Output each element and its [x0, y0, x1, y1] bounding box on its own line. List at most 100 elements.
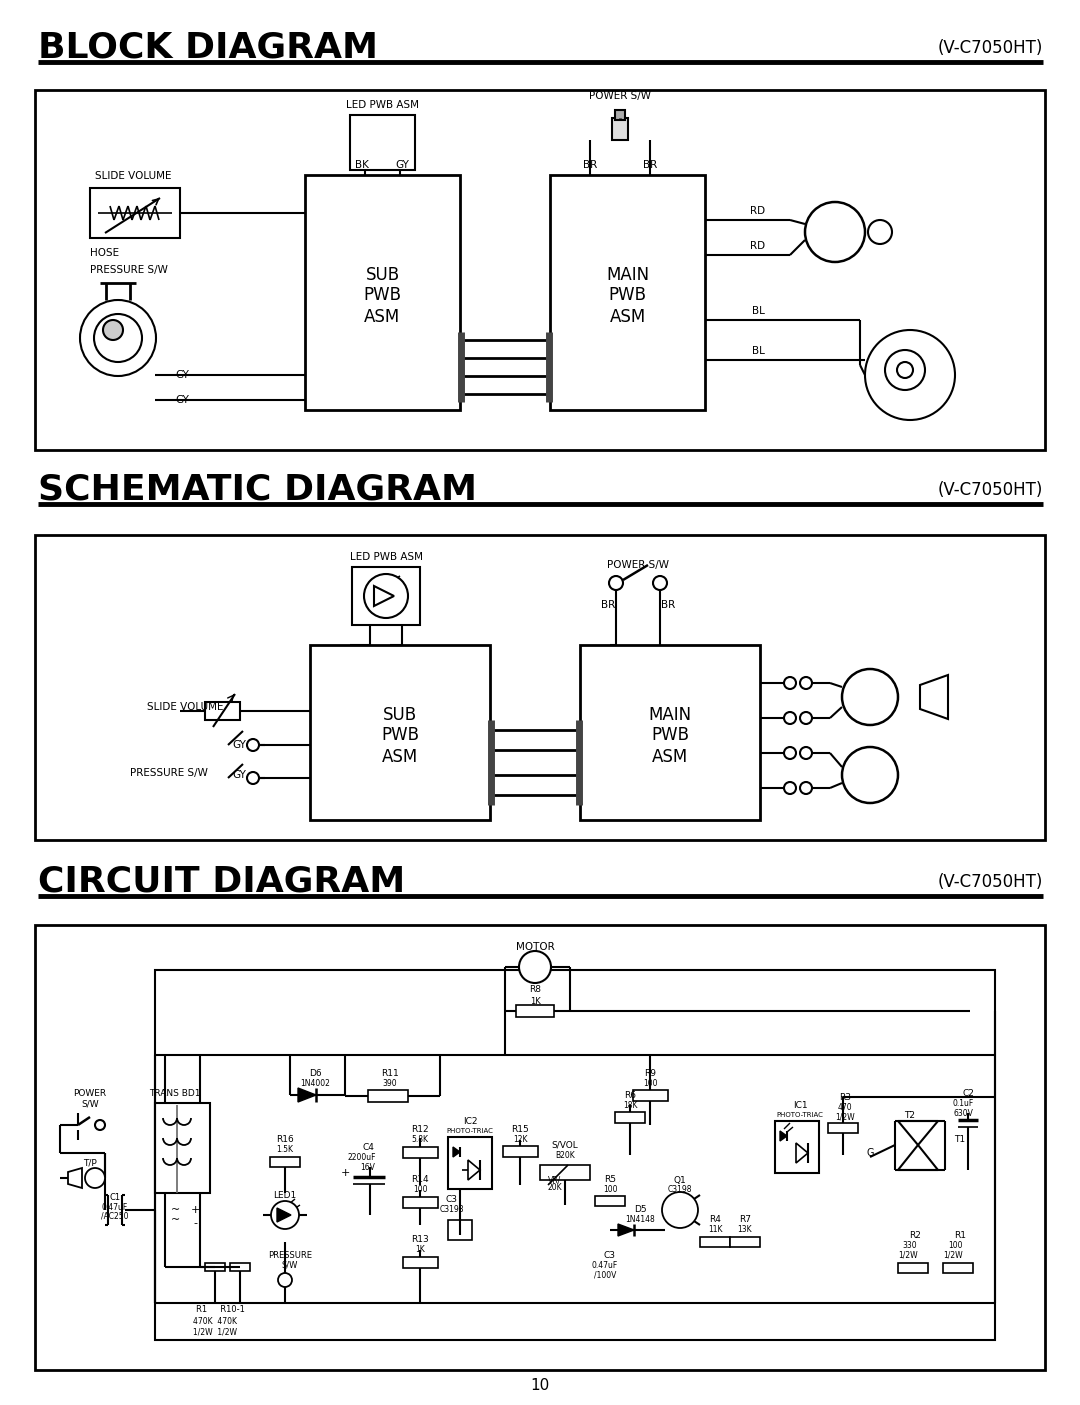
- Text: R16: R16: [276, 1135, 294, 1145]
- Bar: [350, 115, 415, 170]
- Bar: [775, 1121, 819, 1173]
- Bar: [595, 1196, 625, 1205]
- Text: /AC250: /AC250: [102, 1211, 129, 1221]
- Text: 470K  470K: 470K 470K: [193, 1318, 237, 1326]
- Text: T/P: T/P: [824, 225, 847, 239]
- Text: MOTOR: MOTOR: [515, 941, 554, 953]
- Text: -: -: [193, 1218, 197, 1228]
- Text: LED1: LED1: [273, 1190, 297, 1200]
- Text: C2: C2: [962, 1089, 974, 1097]
- Text: R14: R14: [411, 1176, 429, 1184]
- Text: 1K: 1K: [529, 996, 540, 1006]
- Text: 1N4148: 1N4148: [625, 1215, 654, 1225]
- Text: R15: R15: [511, 1125, 529, 1134]
- Text: 1/2W: 1/2W: [943, 1250, 962, 1259]
- Polygon shape: [453, 1146, 460, 1156]
- Text: C4: C4: [362, 1142, 374, 1152]
- Text: 20K: 20K: [548, 1183, 563, 1193]
- Text: M: M: [529, 961, 541, 974]
- Polygon shape: [618, 1224, 634, 1236]
- Text: VR/: VR/: [549, 1176, 562, 1184]
- Polygon shape: [276, 1208, 291, 1222]
- Circle shape: [865, 330, 955, 420]
- Bar: [615, 110, 625, 119]
- Circle shape: [364, 575, 408, 618]
- Text: 13K: 13K: [738, 1225, 753, 1235]
- Text: 1/2W: 1/2W: [899, 1250, 918, 1259]
- Text: IC2: IC2: [462, 1117, 477, 1125]
- Text: PWB: PWB: [651, 726, 689, 745]
- Text: C3: C3: [446, 1196, 458, 1204]
- Text: R2: R2: [909, 1231, 921, 1239]
- Text: R4: R4: [710, 1215, 721, 1225]
- Circle shape: [784, 747, 796, 759]
- Text: POWER: POWER: [73, 1089, 107, 1097]
- Bar: [310, 645, 490, 821]
- Text: R6: R6: [624, 1090, 636, 1100]
- Bar: [615, 1111, 645, 1123]
- Text: 11K: 11K: [707, 1225, 723, 1235]
- Bar: [352, 568, 420, 625]
- Text: 330: 330: [903, 1241, 917, 1249]
- Circle shape: [85, 1168, 105, 1189]
- Text: 18K: 18K: [623, 1100, 637, 1110]
- Bar: [35, 924, 1045, 1370]
- Text: 16V: 16V: [361, 1162, 376, 1172]
- Bar: [612, 118, 627, 140]
- Text: RD: RD: [751, 207, 766, 216]
- Bar: [448, 1220, 472, 1241]
- Text: 0.47uF: 0.47uF: [592, 1260, 618, 1270]
- Text: BK: BK: [355, 160, 369, 170]
- Text: GY: GY: [175, 370, 189, 379]
- Text: BLOCK DIAGRAM: BLOCK DIAGRAM: [38, 31, 378, 65]
- Text: R9: R9: [644, 1068, 656, 1078]
- Text: 1N4002: 1N4002: [300, 1079, 329, 1087]
- Bar: [700, 1236, 730, 1248]
- Text: ASM: ASM: [652, 747, 688, 766]
- Bar: [503, 1146, 538, 1156]
- Text: BR: BR: [583, 160, 597, 170]
- Text: BR: BR: [643, 160, 657, 170]
- Bar: [368, 1090, 408, 1102]
- Text: T1: T1: [955, 1135, 966, 1145]
- Circle shape: [897, 362, 913, 378]
- Text: PRESSURE S/W: PRESSURE S/W: [130, 769, 207, 778]
- Text: R11: R11: [381, 1068, 399, 1078]
- Text: POWER S/W: POWER S/W: [589, 91, 651, 101]
- Circle shape: [80, 301, 156, 377]
- Text: SCHEMATIC DIAGRAM: SCHEMATIC DIAGRAM: [38, 473, 477, 507]
- Text: 100: 100: [603, 1186, 618, 1194]
- Text: 100: 100: [413, 1186, 428, 1194]
- Text: MAIN: MAIN: [648, 705, 691, 724]
- Text: PRESSURE S/W: PRESSURE S/W: [90, 266, 167, 275]
- Bar: [943, 1263, 973, 1273]
- Bar: [448, 1137, 492, 1189]
- Circle shape: [800, 677, 812, 688]
- Text: M: M: [861, 766, 880, 784]
- Text: LED PWB ASM: LED PWB ASM: [346, 100, 419, 110]
- Circle shape: [800, 712, 812, 724]
- Circle shape: [784, 677, 796, 688]
- Text: BL: BL: [752, 306, 765, 316]
- Text: R1: R1: [954, 1231, 966, 1239]
- Text: GY: GY: [395, 160, 409, 170]
- Text: GY: GY: [175, 395, 189, 405]
- Text: POWER S/W: POWER S/W: [607, 561, 669, 570]
- Text: 1/2W: 1/2W: [835, 1113, 854, 1121]
- Bar: [516, 1005, 554, 1017]
- Circle shape: [519, 951, 551, 983]
- Bar: [828, 1123, 858, 1132]
- Text: SUB: SUB: [365, 266, 400, 284]
- Bar: [270, 1156, 300, 1168]
- Text: C3198: C3198: [440, 1205, 464, 1214]
- Text: ASM: ASM: [609, 308, 646, 326]
- Bar: [550, 176, 705, 410]
- Text: S/VOL: S/VOL: [552, 1141, 579, 1149]
- Bar: [90, 188, 180, 237]
- Bar: [403, 1197, 438, 1208]
- Text: PRESSURE: PRESSURE: [268, 1250, 312, 1259]
- Text: T/P: T/P: [859, 690, 881, 704]
- Text: 2200uF: 2200uF: [348, 1152, 376, 1162]
- Text: R12: R12: [411, 1125, 429, 1134]
- Text: BR: BR: [661, 600, 675, 610]
